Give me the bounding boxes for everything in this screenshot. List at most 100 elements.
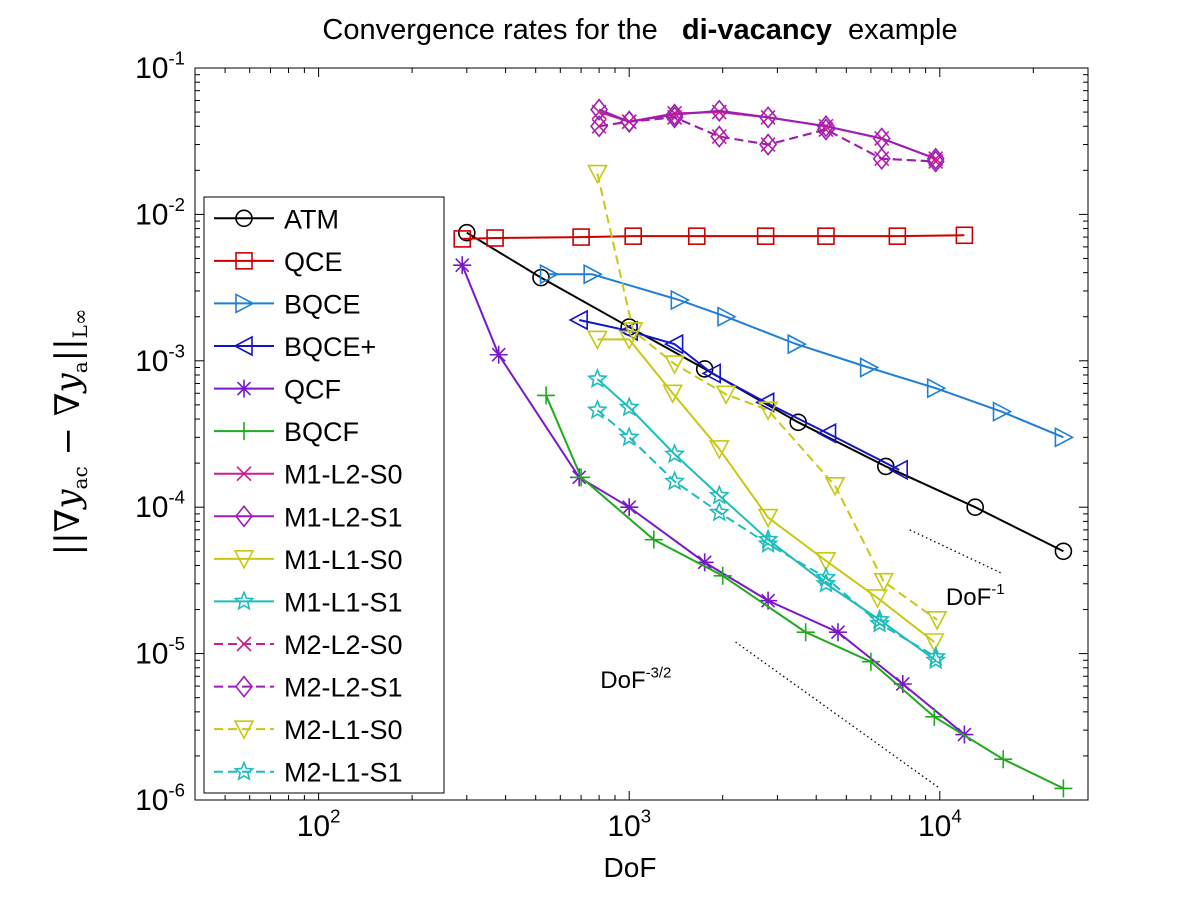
data-point-BQCE	[717, 306, 737, 328]
ylabel-part-2: − ∇y	[48, 373, 89, 467]
data-point-M2-L2-S1	[665, 106, 684, 129]
legend-label: QCF	[284, 375, 341, 405]
series-line-M2-L2-S1	[598, 116, 936, 163]
data-point-M1-L1-S1	[586, 368, 608, 389]
legend-marker	[235, 422, 253, 441]
legend-entry-BQCF: BQCF	[214, 417, 359, 447]
data-point-M2-L1-S0	[873, 572, 895, 593]
legend-label: M1-L2-S0	[284, 460, 403, 490]
legend-entry-M2-L2-S0: M2-L2-S0	[214, 630, 403, 660]
x-tick-label: 104	[918, 806, 962, 844]
data-point-BQCE+	[701, 363, 721, 384]
series-QCE	[453, 226, 974, 248]
annotation-dof-inverse: DoF-1	[946, 582, 1005, 611]
ylabel-sub-2: a	[67, 361, 92, 374]
data-point-BQCE	[670, 289, 691, 311]
ref-slope-3-2	[735, 641, 941, 789]
legend-label: QCE	[284, 247, 343, 277]
chart-title-suffix: example	[847, 14, 958, 46]
data-point-QCF	[489, 345, 508, 364]
data-point-BQCF	[537, 386, 556, 405]
annotation-dof-three-halves: DoF-3/2	[600, 665, 671, 694]
data-point-BQCF	[644, 530, 663, 549]
data-point-M1-L1-S0	[587, 330, 608, 351]
data-point-M1-L1-S0	[867, 589, 888, 609]
legend-label: M2-L2-S0	[284, 630, 403, 660]
data-point-QCE	[888, 227, 907, 245]
legend-marker	[233, 720, 255, 740]
ylabel-part-3: ||	[48, 338, 89, 362]
legend-box	[203, 196, 445, 794]
legend-marker	[234, 505, 254, 528]
data-point-M2-L2-S1	[710, 125, 729, 148]
data-point-M1-L1-S1	[815, 572, 837, 593]
y-tick-label: 10-3	[135, 340, 185, 378]
y-tick-label: 10-1	[135, 48, 185, 86]
series-BQCF	[537, 386, 1073, 798]
y-tick-label: 10-6	[135, 780, 185, 818]
legend-marker	[235, 379, 253, 398]
data-point-M2-L2-S1	[816, 118, 835, 141]
legend-marker	[235, 252, 253, 270]
data-point-M2-L2-S1	[620, 110, 639, 133]
data-point-QCF	[620, 498, 639, 517]
data-point-M2-L2-S1	[590, 114, 609, 138]
legend-entry-BQCE: BQCE	[214, 289, 361, 319]
data-point-M1-L1-S0	[815, 552, 837, 572]
data-point-QCE	[453, 230, 472, 248]
data-point-QCF	[695, 553, 714, 572]
y-tick-label: 10-5	[135, 633, 185, 671]
data-point-QCE	[955, 226, 974, 245]
legend-label: M2-L1-S0	[284, 715, 403, 745]
legend-marker	[236, 466, 252, 482]
data-point-QCE	[756, 227, 775, 245]
data-point-QCE	[486, 229, 504, 247]
data-point-M2-L2-S1	[926, 150, 945, 173]
data-point-QCF	[759, 591, 778, 610]
series-M1-L1-S1	[586, 368, 947, 670]
legend-entry-M2-L1-S1: M2-L1-S1	[214, 758, 403, 788]
data-point-BQCE	[1054, 427, 1075, 448]
series-M2-L2-S1	[590, 106, 945, 173]
legend-marker	[233, 335, 253, 357]
data-point-M2-L1-S1	[586, 399, 608, 420]
data-point-M2-L1-S0	[622, 322, 644, 342]
data-point-ATM	[457, 223, 476, 242]
legend-marker	[233, 760, 255, 781]
data-point-M1-L1-S1	[925, 649, 947, 670]
data-point-QCF	[828, 623, 847, 642]
legend-label: M1-L2-S1	[284, 502, 403, 532]
legend-entry-M1-L1-S0: M1-L1-S0	[214, 545, 403, 575]
y-axis-label: ||∇yac − ∇ya||L∞	[48, 222, 92, 642]
data-point-QCE	[572, 228, 590, 246]
data-point-M1-L2-S1	[590, 98, 609, 121]
legend-marker	[235, 209, 253, 228]
data-point-M2-L1-S0	[587, 164, 608, 185]
data-point-M1-L2-S0	[591, 104, 607, 120]
data-point-BQCF	[713, 566, 732, 585]
legend-marker	[234, 675, 254, 698]
legend-entry-QCF: QCF	[214, 375, 341, 405]
data-point-M2-L1-S0	[715, 385, 737, 406]
series-line-M1-L1-S1	[596, 378, 937, 662]
legend-entry-ATM: ATM	[214, 204, 339, 234]
data-point-M2-L1-S0	[824, 477, 846, 497]
ylabel-part-1: ||∇y	[48, 489, 89, 556]
data-point-BQCE	[859, 357, 880, 378]
legend-entry-M1-L2-S1: M1-L2-S1	[214, 502, 403, 532]
legend-label: BQCF	[284, 417, 359, 447]
data-point-BQCE+	[568, 309, 588, 331]
chart-title-prefix: Convergence rates for the	[322, 14, 658, 46]
series-M2-L1-S1	[586, 399, 947, 666]
data-point-BQCE	[992, 401, 1013, 422]
series-line-BQCE+	[578, 319, 900, 471]
legend-label: BQCE+	[284, 332, 376, 362]
data-point-M1-L1-S1	[618, 396, 640, 417]
ylabel-sub-1: ac	[67, 466, 92, 490]
data-point-M2-L2-S1	[759, 133, 778, 156]
data-point-BQCF	[861, 652, 880, 671]
legend-marker	[235, 293, 255, 314]
chart-title: Convergence rates for the di-vacancy exa…	[0, 14, 1200, 47]
ylabel-sub-3: L∞	[67, 308, 92, 339]
